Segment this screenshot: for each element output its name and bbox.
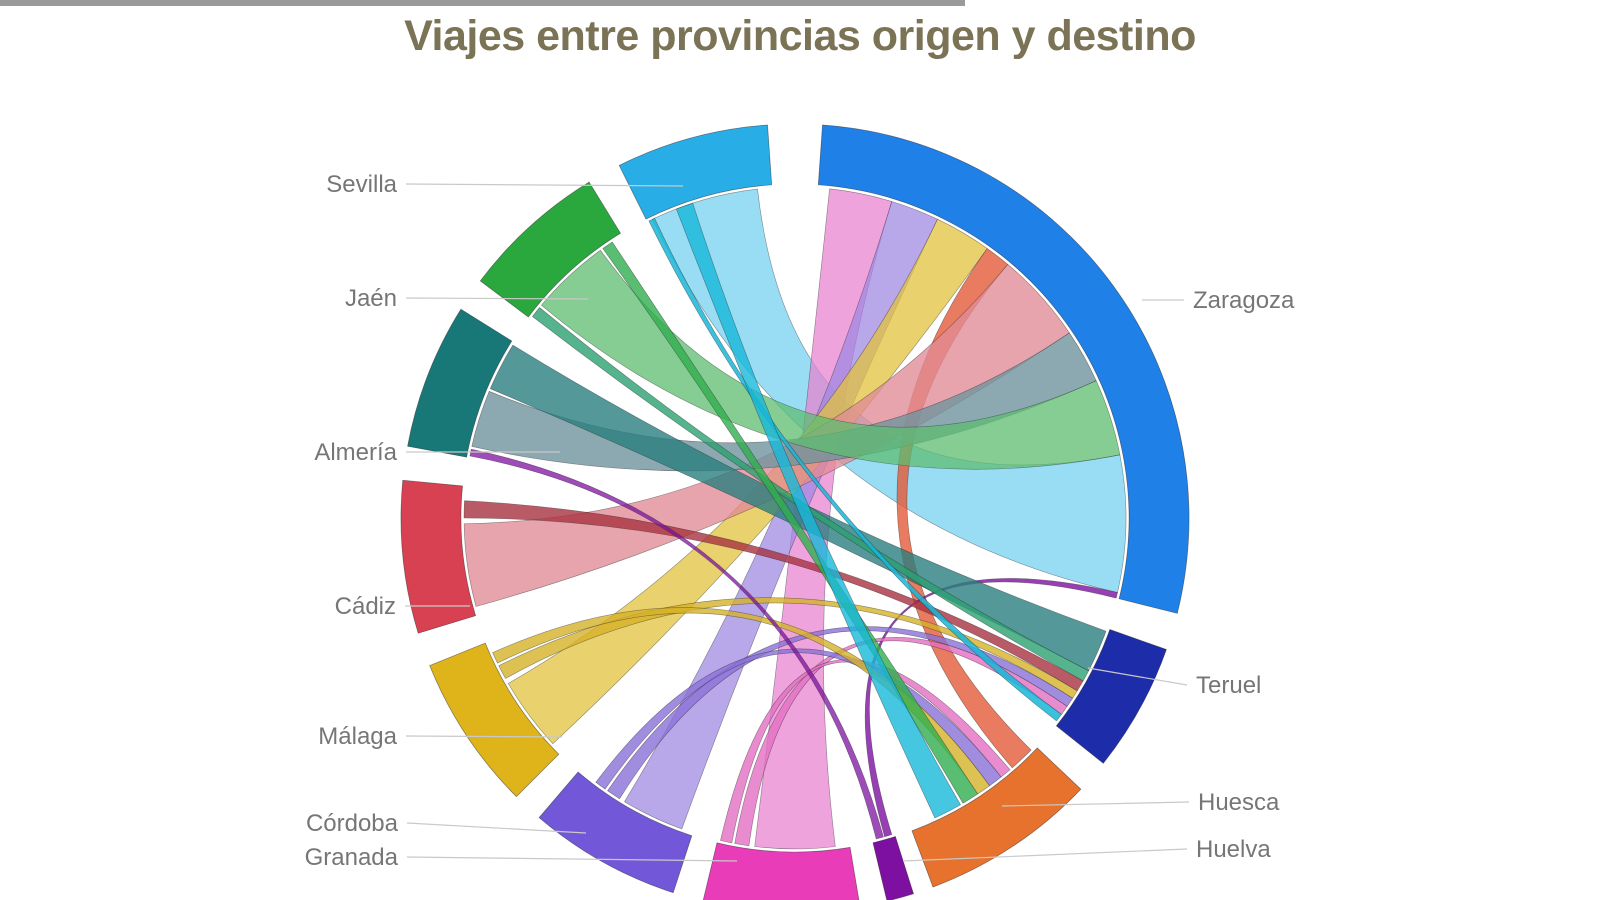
arc-huesca[interactable]	[911, 747, 1082, 888]
label-granada: Granada	[305, 844, 399, 871]
chart-title: Viajes entre provincias origen y destino	[404, 12, 1196, 60]
arc-cordoba[interactable]	[538, 771, 693, 894]
arc-almeria[interactable]	[407, 308, 513, 458]
flow-granada-huesca[interactable]	[720, 659, 1011, 844]
arc-teruel[interactable]	[1055, 629, 1167, 764]
flow-sevilla-teruel[interactable]	[648, 217, 1062, 722]
ribbons	[463, 188, 1127, 850]
arc-zaragoza[interactable]	[817, 124, 1190, 614]
top-scrollbar[interactable]	[0, 0, 965, 6]
label-line-jaen	[405, 297, 589, 300]
flow-sevilla-huesca[interactable]	[676, 202, 961, 819]
label-malaga: Málaga	[318, 723, 397, 750]
label-cadiz: Cádiz	[335, 593, 396, 620]
arc-sevilla[interactable]	[618, 124, 773, 220]
arc-cadiz[interactable]	[400, 479, 477, 634]
label-sevilla: Sevilla	[326, 171, 397, 198]
label-line-huelva	[902, 848, 1188, 862]
province-arcs	[400, 124, 1190, 900]
label-huelva: Huelva	[1196, 836, 1271, 863]
arc-jaen[interactable]	[479, 181, 621, 318]
label-cordoba: Córdoba	[306, 810, 399, 837]
label-line-cordoba	[406, 822, 587, 834]
flow-jaen-huesca[interactable]	[602, 241, 979, 804]
label-line-huesca	[1001, 801, 1190, 807]
arc-granada[interactable]	[702, 842, 860, 900]
label-line-granada	[406, 856, 738, 862]
flow-huelva-almeria[interactable]	[469, 448, 884, 840]
label-jaen: Jaén	[345, 285, 397, 312]
flow-cadiz-teruel[interactable]	[463, 500, 1084, 692]
flow-huelva-zaragoza[interactable]	[864, 578, 1118, 838]
label-line-teruel	[1087, 667, 1188, 686]
label-teruel: Teruel	[1196, 672, 1261, 699]
flow-cordoba-teruel[interactable]	[607, 626, 1074, 800]
label-line-sevilla	[405, 183, 684, 187]
label-line-malaga	[405, 735, 563, 738]
flow-jaen-teruel[interactable]	[531, 307, 1090, 682]
label-huesca: Huesca	[1198, 789, 1280, 816]
arc-huelva[interactable]	[872, 836, 914, 900]
province-labels: Zaragoza Teruel Huesca Huelva Granada Córdoba…	[305, 171, 1295, 871]
label-almeria: Almería	[314, 439, 397, 466]
arc-malaga[interactable]	[429, 642, 560, 798]
flow-malaga-huesca[interactable]	[492, 607, 991, 795]
label-zaragoza: Zaragoza	[1193, 287, 1295, 314]
